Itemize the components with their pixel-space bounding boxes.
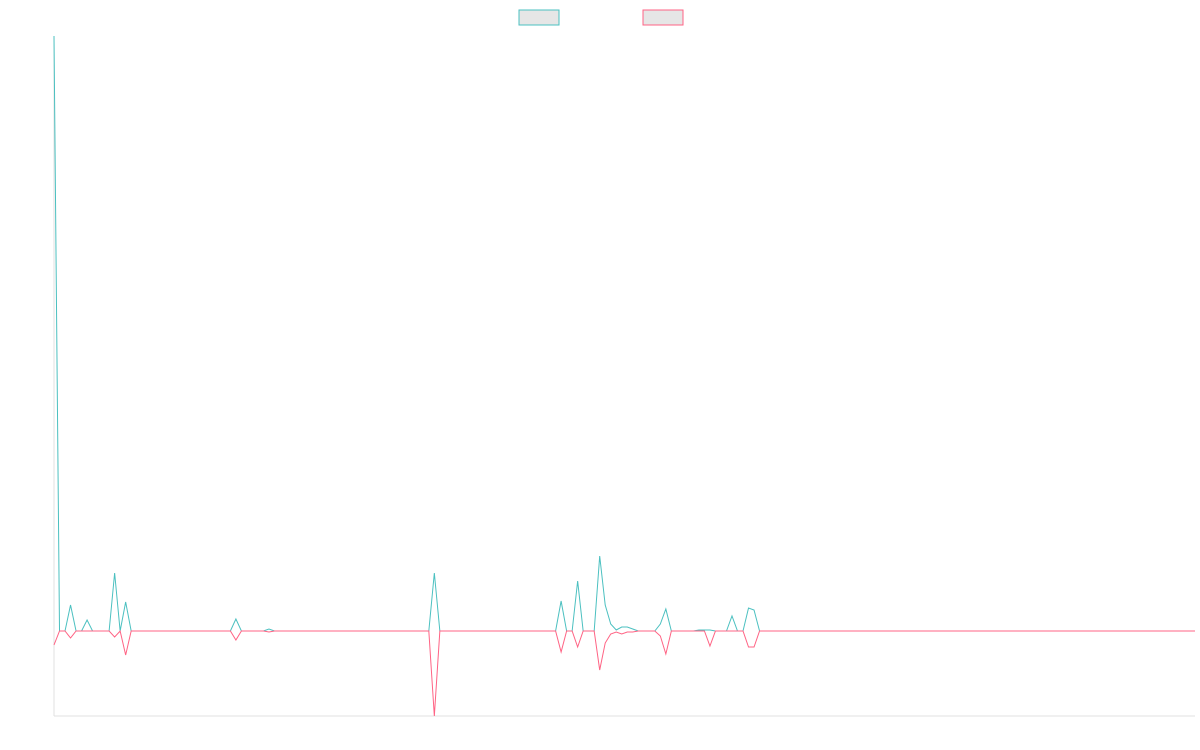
legend-swatch [518,9,560,26]
line-series [53,35,1195,632]
line-series [53,629,1195,717]
legend-swatch [642,9,684,26]
